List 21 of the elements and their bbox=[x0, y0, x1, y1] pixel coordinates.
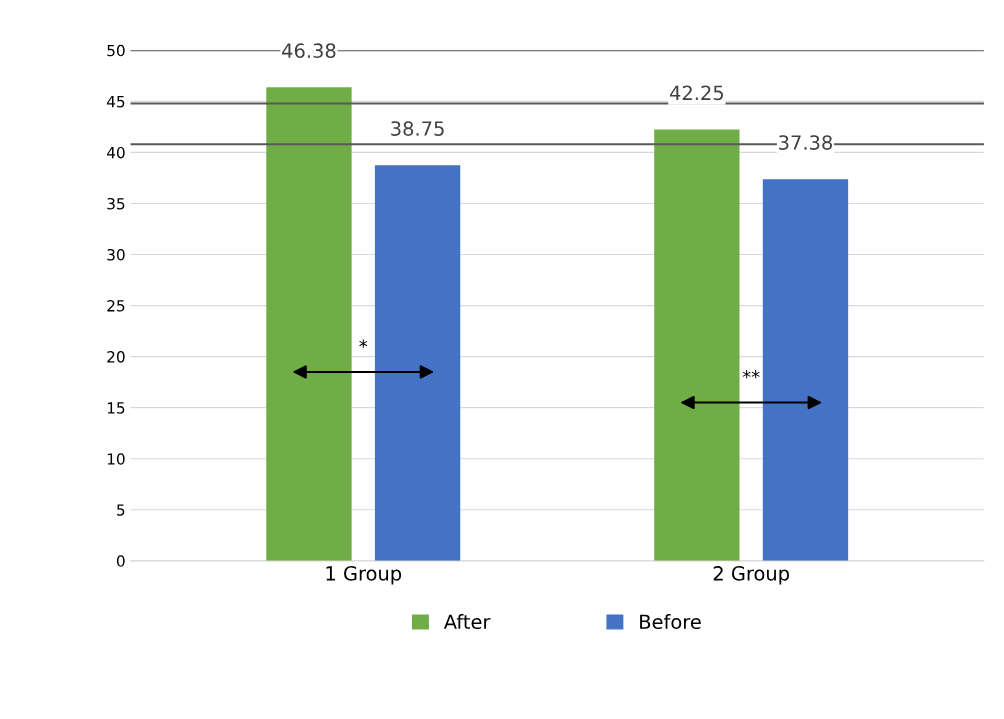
data-label: 37.38 bbox=[779, 135, 832, 150]
x-tick-label: 2 Group bbox=[713, 566, 789, 585]
y-tick-label: 20 bbox=[107, 351, 125, 363]
legend-label: Before bbox=[640, 614, 701, 630]
y-tick-label: 10 bbox=[107, 453, 125, 465]
y-tick-label: 0 bbox=[116, 555, 125, 567]
y-tick-label: 40 bbox=[106, 146, 125, 159]
y-tick-label: 30 bbox=[107, 248, 125, 261]
legend-label: After bbox=[443, 614, 491, 630]
data-label: 38.75 bbox=[391, 121, 444, 136]
y-tick-label: 25 bbox=[107, 300, 125, 312]
data-label: 46.38 bbox=[282, 43, 336, 58]
y-tick-label: 35 bbox=[107, 197, 125, 210]
annotation: ** bbox=[742, 370, 760, 379]
y-tick-label: 45 bbox=[106, 96, 125, 108]
annotation: * bbox=[359, 339, 368, 348]
y-tick-label: 50 bbox=[107, 44, 125, 57]
y-tick-label: 15 bbox=[107, 402, 125, 414]
data-label: 42.25 bbox=[669, 85, 723, 101]
y-tick-label: 5 bbox=[117, 504, 125, 516]
x-tick-label: 1 Group bbox=[326, 566, 402, 585]
